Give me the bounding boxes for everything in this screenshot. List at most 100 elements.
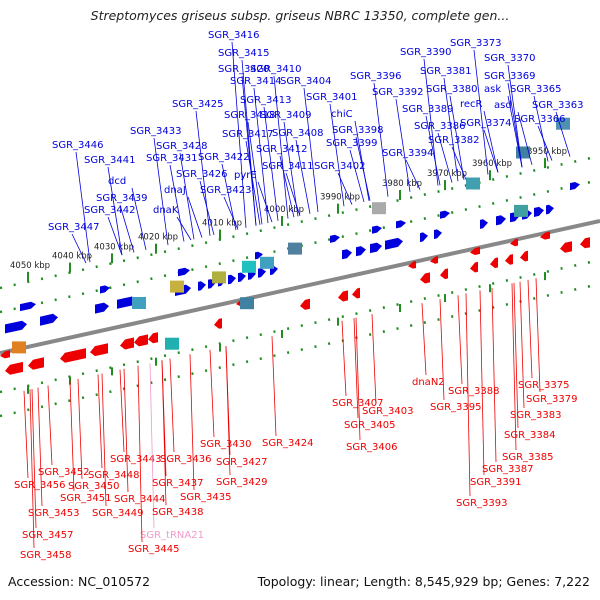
reverse-gene-arrow [300, 298, 310, 310]
forward-gene-arrow [434, 229, 442, 239]
top-gene-label: SGR_3416 [208, 30, 260, 41]
bottom-gene-label: SGR_3384 [504, 430, 556, 441]
reverse-gene-arrow [505, 254, 513, 265]
bottom-gene-label: SGR_3406 [346, 442, 398, 453]
reverse-gene-arrow [60, 348, 86, 363]
top-gene-label: SGR_3369 [484, 71, 536, 82]
forward-gene-arrow [20, 301, 36, 312]
bottom-gene-label: SGR_3451 [60, 493, 112, 504]
top-gene-label: SGR_3382 [428, 135, 480, 146]
bottom-leader-line [355, 317, 361, 441]
top-leader-line [517, 111, 533, 166]
bottom-leader-line [535, 278, 541, 393]
top-leader-line [437, 132, 453, 183]
bottom-leader-line [225, 346, 231, 476]
forward-gene-arrow [40, 313, 58, 326]
reverse-gene-arrow [490, 257, 498, 269]
top-gene-label: SGR_3398 [332, 125, 384, 136]
feature-block [260, 256, 274, 269]
bottom-leader-line [37, 387, 43, 507]
top-gene-label: SGR_3373 [450, 38, 502, 49]
feature-block [288, 242, 302, 255]
top-gene-label: SGR_3442 [84, 205, 136, 216]
top-gene-label: SGR_3422 [198, 152, 250, 163]
bottom-leader-line [513, 282, 519, 429]
top-leader-line [329, 103, 345, 207]
reverse-gene-arrow [90, 343, 108, 357]
top-gene-label: SGR_3409 [260, 110, 312, 121]
top-gene-label: dnaJ [164, 185, 186, 196]
bottom-gene-label: SGR_3379 [526, 394, 578, 405]
top-leader-line [169, 164, 185, 242]
top-gene-label: SGR_3423 [200, 185, 252, 196]
top-leader-line [443, 77, 459, 182]
reverse-gene-arrow [352, 287, 360, 299]
top-leader-line [179, 152, 195, 240]
top-gene-label: SGR_3414 [230, 76, 282, 87]
bottom-gene-label: SGR_3448 [88, 470, 140, 481]
reverse-gene-arrow [338, 290, 348, 302]
feature-block [514, 204, 528, 217]
feature-block [240, 297, 254, 310]
bottom-gene-label: SGR_3388 [448, 386, 500, 397]
bottom-leader-line [209, 349, 215, 438]
reverse-gene-arrow [580, 237, 590, 249]
bottom-gene-label: SGR_3453 [28, 508, 80, 519]
top-gene-label: SGR_3363 [532, 100, 584, 111]
top-gene-label: SGR_3446 [52, 140, 104, 151]
top-leader-line [425, 115, 441, 186]
top-gene-label: SGR_3402 [314, 161, 366, 172]
forward-gene-arrow [255, 251, 263, 260]
reverse-gene-arrow [134, 334, 148, 347]
top-gene-label: SGR_3404 [280, 76, 332, 87]
top-gene-label: SGR_3392 [372, 87, 424, 98]
bottom-leader-line [119, 369, 125, 453]
top-gene-label: SGR_3370 [484, 53, 536, 64]
top-leader-line [303, 87, 319, 213]
top-leader-line [107, 216, 123, 256]
top-gene-label: SGR_3417 [222, 129, 274, 140]
reverse-gene-arrow [470, 246, 480, 255]
reverse-gene-arrow [28, 357, 44, 370]
bottom-leader-line [77, 378, 83, 480]
scale-tick-label: 4020 kbp [138, 233, 178, 243]
top-leader-line [395, 98, 411, 192]
forward-gene-arrow [496, 215, 506, 226]
bottom-gene-label: SGR_3436 [160, 454, 212, 465]
top-gene-label: SGR_3412 [256, 144, 308, 155]
top-leader-line [75, 151, 91, 263]
bottom-gene-label: SGR_3383 [510, 410, 562, 421]
forward-gene-arrow [534, 206, 544, 217]
reverse-gene-arrow [540, 231, 550, 240]
bottom-leader-line [149, 362, 155, 529]
top-gene-label: SGR_3420 [218, 64, 270, 75]
top-gene-label: dnaK [153, 205, 179, 216]
feature-block [372, 202, 386, 215]
forward-gene-arrow [95, 302, 109, 314]
top-leader-line [279, 155, 295, 218]
bottom-leader-line [465, 293, 471, 497]
top-leader-line [285, 172, 301, 217]
bottom-leader-line [479, 290, 485, 476]
scale-tick-label: 4030 kbp [94, 242, 134, 252]
top-gene-label: SGR_3386 [414, 121, 466, 132]
top-gene-label: dcd [108, 176, 126, 187]
top-leader-line [176, 216, 192, 241]
top-leader-line [231, 41, 247, 228]
feature-block [466, 177, 480, 190]
forward-gene-arrow [396, 220, 406, 229]
bottom-gene-label: SGR_3456 [14, 480, 66, 491]
bottom-leader-line [341, 320, 347, 397]
bottom-leader-line [47, 385, 53, 466]
top-gene-label: SGR_3374 [460, 118, 512, 129]
top-gene-label: SGR_3439 [96, 193, 148, 204]
bottom-leader-line [123, 368, 129, 493]
top-leader-line [451, 146, 467, 180]
top-leader-line [295, 139, 311, 214]
top-gene-label: SGR_3418 [224, 110, 276, 121]
bottom-leader-line [29, 389, 35, 549]
top-leader-line [131, 187, 147, 250]
top-leader-line [373, 82, 389, 197]
top-gene-label: SGR_3389 [402, 104, 454, 115]
